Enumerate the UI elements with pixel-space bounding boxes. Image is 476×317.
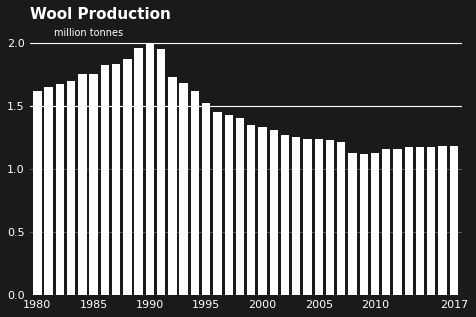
Bar — [213, 112, 222, 295]
Bar — [315, 139, 323, 295]
Bar — [101, 65, 109, 295]
Bar — [258, 127, 267, 295]
Bar — [56, 84, 64, 295]
Bar — [202, 103, 210, 295]
Bar — [225, 115, 233, 295]
Bar — [303, 139, 312, 295]
Bar — [146, 44, 154, 295]
Bar — [281, 135, 289, 295]
Bar — [371, 152, 379, 295]
Bar — [359, 154, 368, 295]
Bar — [449, 146, 458, 295]
Bar — [33, 91, 42, 295]
Bar — [236, 119, 244, 295]
Bar — [135, 48, 143, 295]
Bar — [292, 137, 300, 295]
Bar — [382, 149, 390, 295]
Bar — [179, 83, 188, 295]
Bar — [123, 59, 132, 295]
Bar — [247, 125, 256, 295]
Bar — [393, 149, 402, 295]
Bar — [89, 74, 98, 295]
Bar — [157, 49, 166, 295]
Bar — [78, 74, 87, 295]
Bar — [427, 147, 436, 295]
Bar — [326, 140, 334, 295]
Text: Wool Production: Wool Production — [30, 7, 170, 22]
Bar — [269, 130, 278, 295]
Text: million tonnes: million tonnes — [54, 28, 123, 38]
Bar — [67, 81, 75, 295]
Bar — [337, 142, 346, 295]
Bar — [405, 147, 413, 295]
Bar — [438, 146, 447, 295]
Bar — [112, 64, 120, 295]
Bar — [168, 77, 177, 295]
Bar — [348, 152, 357, 295]
Bar — [191, 91, 199, 295]
Bar — [416, 147, 424, 295]
Bar — [44, 87, 53, 295]
